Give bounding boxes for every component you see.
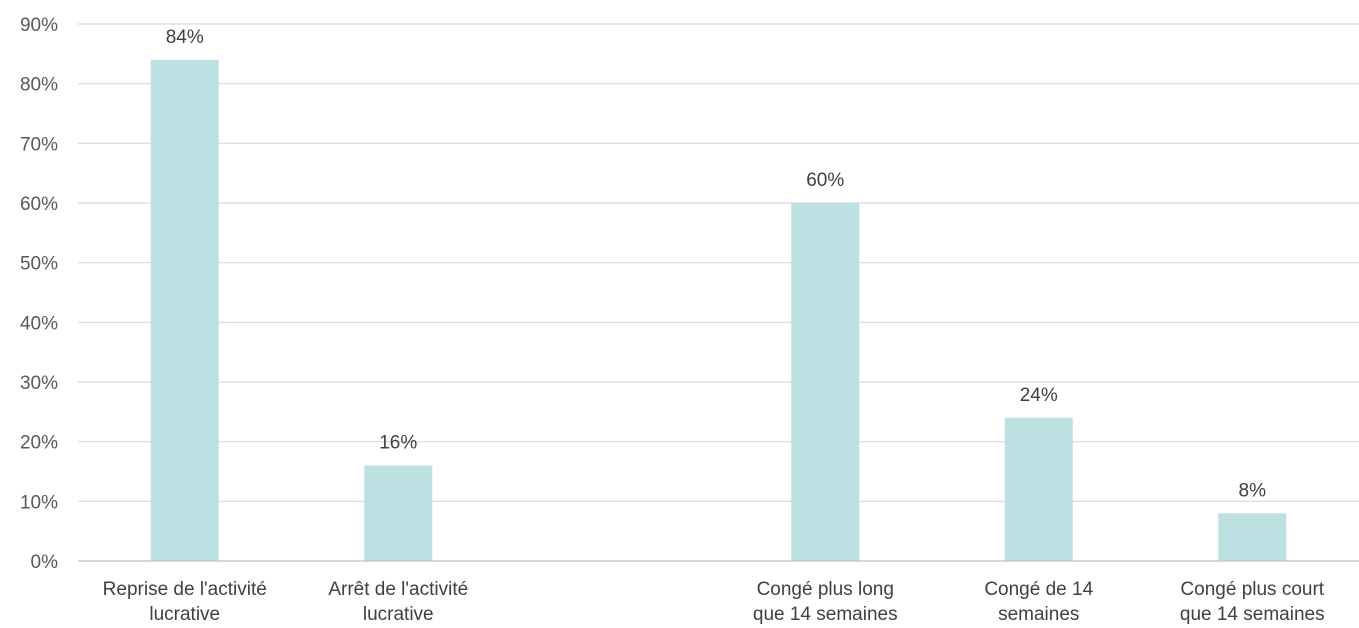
x-tick-label: Arrêt de l'activité lucrative xyxy=(328,579,468,625)
data-label: 24% xyxy=(1020,385,1058,406)
bar xyxy=(791,203,860,561)
y-tick-label: 10% xyxy=(20,492,58,513)
bar xyxy=(1218,513,1287,561)
bars xyxy=(150,59,1287,562)
x-tick-label: Reprise de l'activité lucrative xyxy=(103,579,267,625)
data-label: 60% xyxy=(806,170,844,191)
y-tick-label: 30% xyxy=(20,373,58,394)
x-tick-label: Congé de 14 semaines xyxy=(984,579,1093,625)
y-tick-label: 0% xyxy=(31,552,59,573)
y-tick-label: 20% xyxy=(20,433,58,454)
x-tick-label: Congé plus court que 14 semaines xyxy=(1180,579,1325,625)
x-tick-label: Congé plus long que 14 semaines xyxy=(753,579,898,625)
gridlines xyxy=(78,23,1359,502)
y-tick-label: 50% xyxy=(20,254,58,275)
bar xyxy=(150,59,219,562)
bar xyxy=(364,465,433,561)
y-tick-label: 40% xyxy=(20,313,58,334)
data-label: 8% xyxy=(1239,480,1267,501)
data-labels: 84% 16% 60% 24% 8% xyxy=(166,27,1266,501)
y-tick-label: 80% xyxy=(20,75,58,96)
data-label: 84% xyxy=(166,27,204,48)
x-axis-labels: Reprise de l'activité lucrative Arrêt de l… xyxy=(103,579,1325,625)
y-tick-label: 60% xyxy=(20,194,58,215)
y-tick-label: 90% xyxy=(20,15,58,36)
y-tick-label: 70% xyxy=(20,134,58,155)
bar xyxy=(1004,417,1073,561)
y-axis-ticks: 0% 10% 20% 30% 40% 50% 60% 70% 80% 90% xyxy=(20,15,58,573)
data-label: 16% xyxy=(379,433,417,454)
